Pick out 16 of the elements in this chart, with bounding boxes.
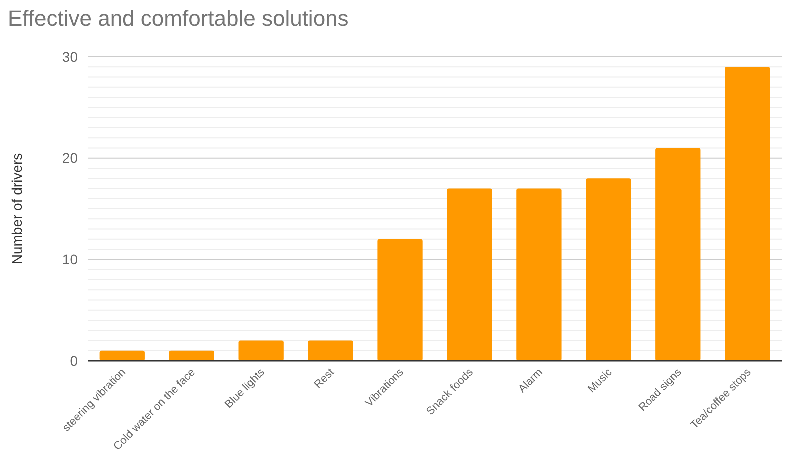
bar	[725, 67, 770, 361]
bar	[100, 350, 145, 361]
bar	[586, 178, 632, 361]
y-tick-label: 20	[62, 150, 78, 166]
bar	[447, 188, 492, 361]
bar	[308, 340, 354, 361]
y-axis-title: Number of drivers	[9, 153, 25, 265]
bar	[516, 188, 562, 361]
y-tick-label: 30	[62, 48, 78, 65]
bar	[238, 340, 284, 361]
chart-title: Effective and comfortable solutions	[8, 6, 349, 31]
bar	[656, 148, 701, 361]
y-tick-label: 0	[70, 352, 78, 369]
bar	[378, 239, 423, 361]
bar	[169, 350, 214, 361]
y-tick-label: 10	[62, 252, 78, 268]
